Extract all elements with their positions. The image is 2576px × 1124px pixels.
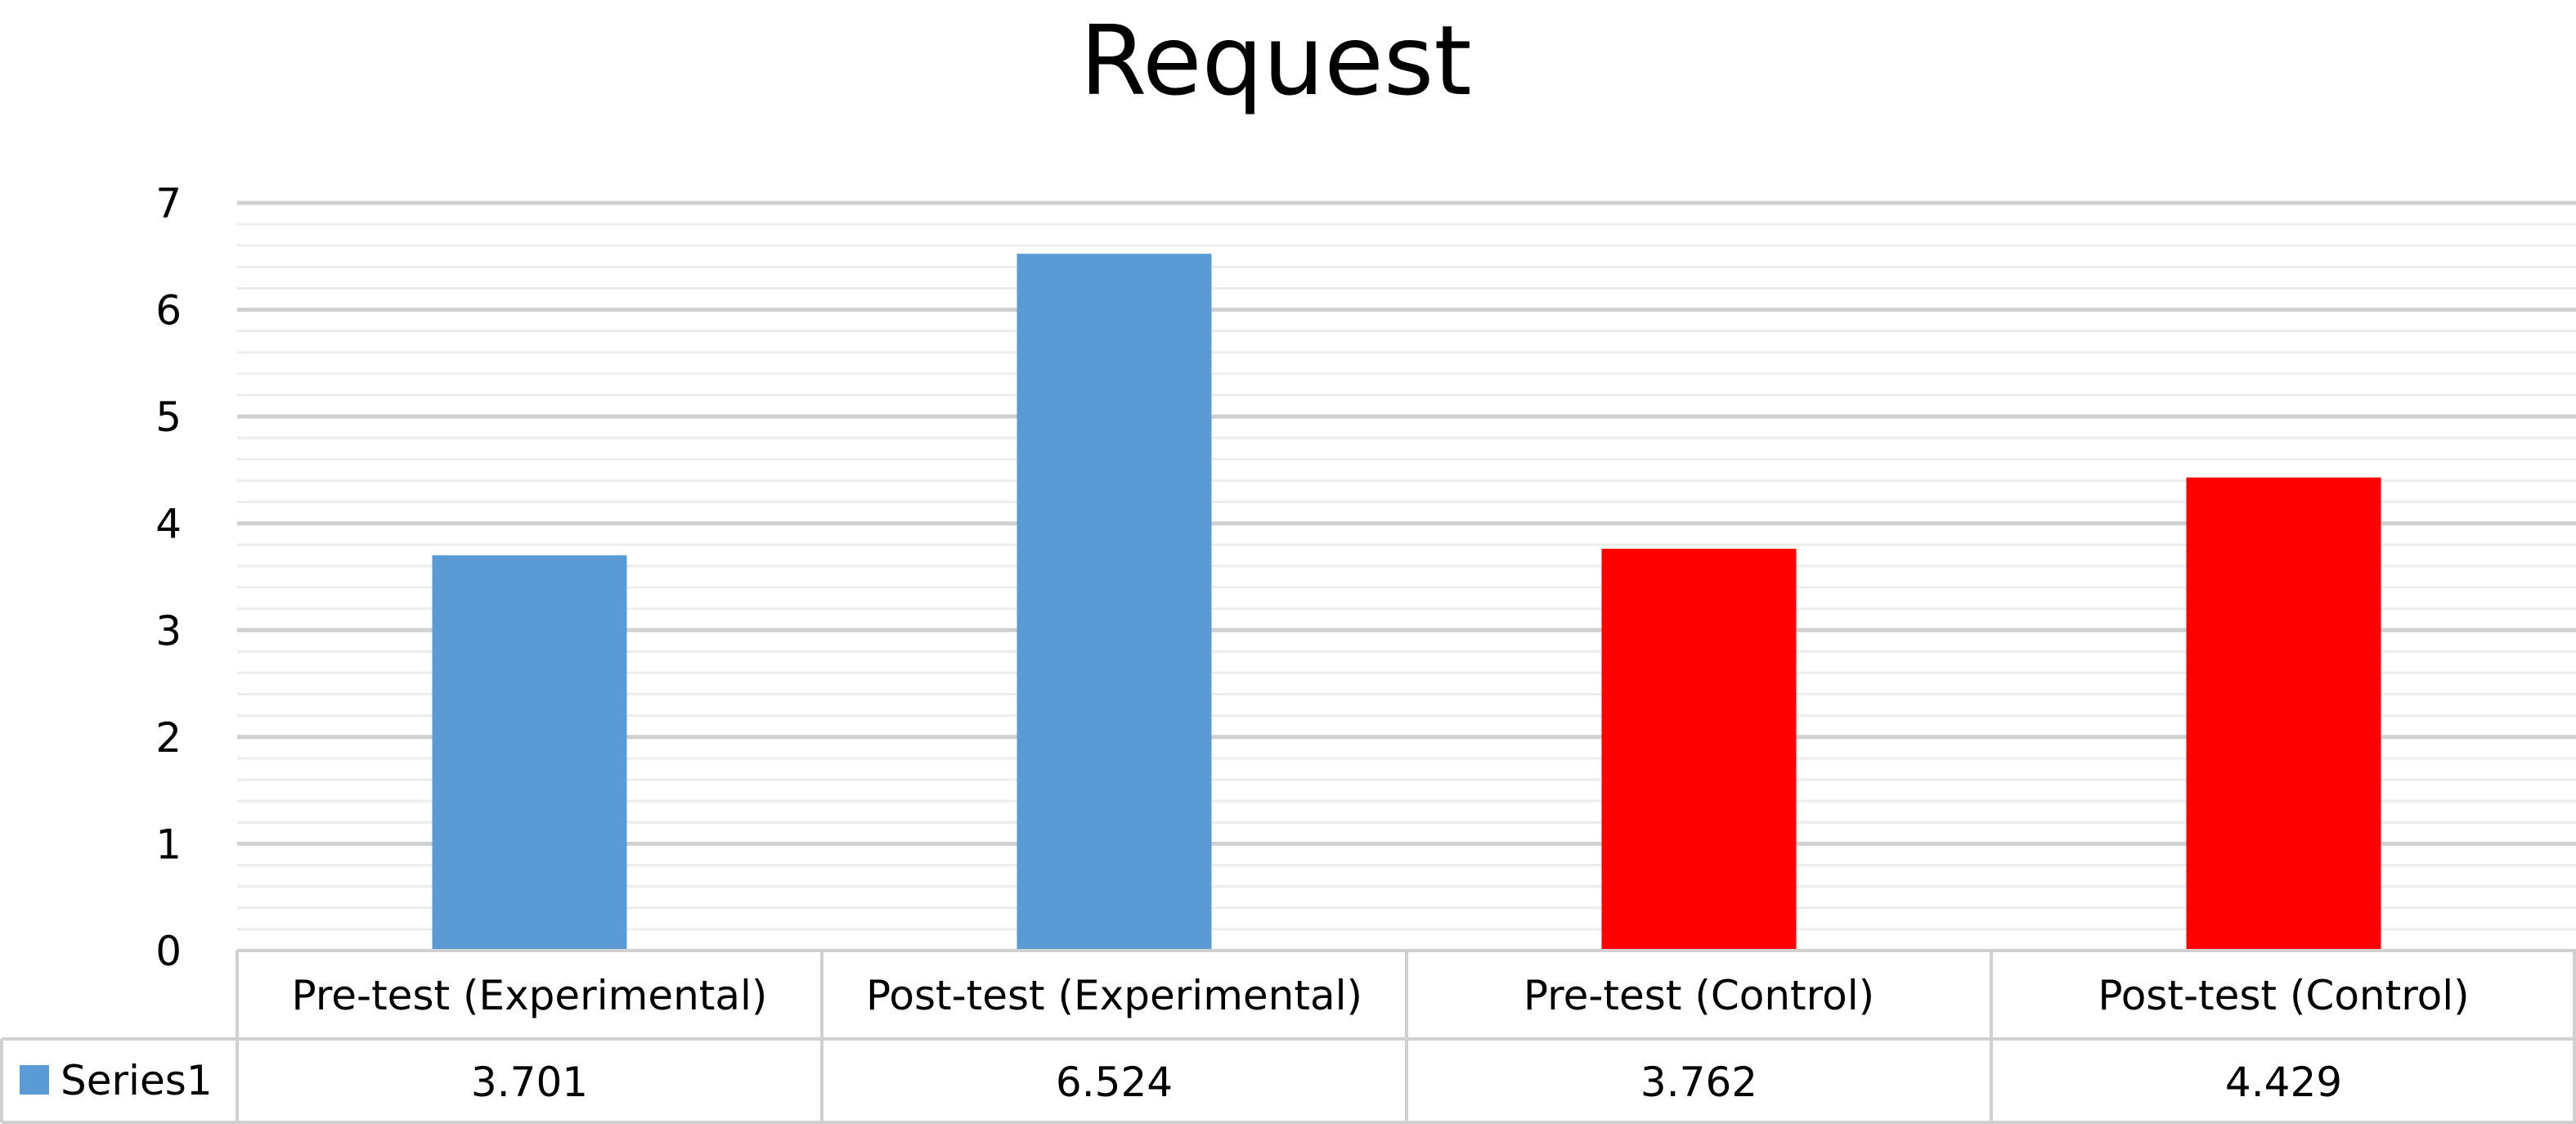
- bar: [1016, 254, 1212, 951]
- category-label: Post-test (Control): [2098, 972, 2469, 1019]
- y-tick-label: 3: [155, 607, 182, 654]
- data-table: Pre-test (Experimental) 3.701 Post-test (E…: [0, 949, 2576, 1124]
- category-label: Post-test (Experimental): [866, 972, 1362, 1019]
- bar: [432, 555, 627, 951]
- chart-title: Request: [1079, 4, 1471, 117]
- bars: [432, 254, 2381, 951]
- data-label: 4.429: [2225, 1059, 2342, 1106]
- legend-label: Series1: [61, 1057, 213, 1104]
- data-label: 3.701: [471, 1059, 588, 1106]
- y-tick-label: 5: [155, 393, 182, 441]
- y-tick-label: 1: [155, 821, 182, 868]
- y-axis-ticks: 0 1 2 3 4 5 6 7: [155, 180, 182, 975]
- y-tick-label: 7: [155, 180, 182, 227]
- y-tick-label: 0: [155, 928, 182, 975]
- bar: [1601, 548, 1797, 951]
- bar: [2186, 477, 2381, 951]
- data-label: 3.762: [1640, 1059, 1757, 1106]
- data-label: 6.524: [1056, 1059, 1173, 1106]
- category-label: Pre-test (Experimental): [292, 972, 768, 1019]
- category-label: Pre-test (Control): [1524, 972, 1874, 1019]
- y-tick-label: 4: [155, 501, 182, 548]
- y-tick-label: 6: [155, 287, 182, 335]
- y-tick-label: 2: [155, 714, 182, 762]
- legend-swatch: [20, 1065, 49, 1095]
- gridlines: [237, 200, 2576, 931]
